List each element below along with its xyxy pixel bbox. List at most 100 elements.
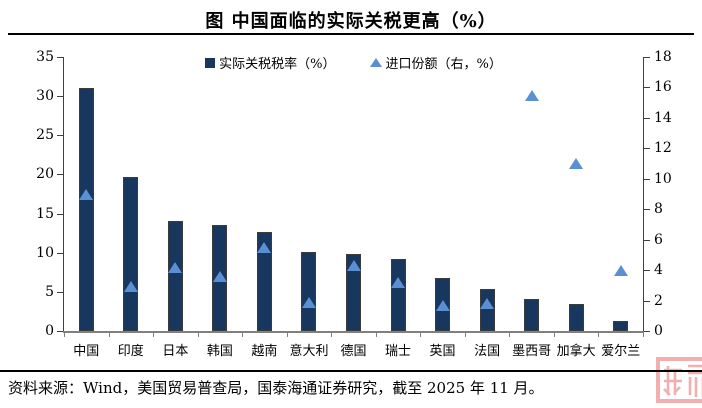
triangle-marker — [123, 281, 138, 293]
x-axis — [63, 331, 644, 333]
y-axis-right-tick — [644, 148, 650, 150]
y-axis-right-tick — [644, 57, 650, 58]
x-axis-tick — [331, 333, 333, 337]
bar — [568, 303, 584, 331]
y-axis-left-tick — [57, 174, 63, 176]
bar — [256, 231, 272, 331]
bar — [613, 320, 629, 331]
x-axis-tick — [153, 333, 155, 337]
y-axis-left-label: 5 — [45, 283, 54, 300]
y-axis-right-tick — [644, 239, 650, 241]
triangle-marker — [391, 276, 406, 288]
x-axis-tick — [375, 333, 377, 337]
legend-label-tariff: 实际关税税率（%） — [219, 57, 336, 72]
y-axis-left-tick — [57, 252, 63, 254]
y-axis-right-label: 10 — [654, 170, 672, 187]
triangle-marker — [212, 270, 227, 282]
y-axis-right-tick — [644, 300, 650, 302]
bar — [479, 288, 495, 331]
x-category-label: 越南 — [251, 344, 278, 359]
triangle-marker — [613, 264, 628, 276]
y-axis-left-label: 25 — [36, 127, 54, 144]
y-axis-right-tick — [644, 270, 650, 272]
y-axis-left-label: 35 — [36, 49, 54, 65]
legend-item-tariff: 实际关税税率（%） — [205, 53, 336, 72]
bar — [78, 88, 94, 331]
y-axis-right-label: 2 — [654, 292, 663, 309]
x-category-label: 加拿大 — [556, 344, 596, 359]
seal-watermark-icon — [656, 357, 702, 407]
x-axis-tick — [64, 333, 65, 337]
triangle-marker — [569, 158, 584, 170]
x-axis-tick — [286, 333, 288, 337]
y-axis-left-tick — [57, 135, 63, 137]
triangle-marker — [257, 241, 272, 253]
x-axis-tick — [509, 333, 511, 337]
y-axis-left-tick — [57, 96, 63, 98]
y-axis-right-tick — [644, 331, 650, 332]
x-axis-tick — [643, 333, 644, 337]
y-axis-right — [643, 57, 644, 331]
x-category-label: 印度 — [117, 344, 144, 359]
legend-label-import-share: 进口份额（右，%） — [385, 57, 502, 72]
x-category-label: 墨西哥 — [512, 344, 552, 359]
x-category-label: 法国 — [474, 344, 501, 359]
y-axis-right-tick — [644, 117, 650, 119]
x-category-label: 日本 — [162, 344, 189, 359]
bar — [346, 254, 361, 331]
x-category-label: 意大利 — [289, 344, 329, 359]
x-axis-tick — [464, 333, 466, 337]
legend: 实际关税税率（%） 进口份额（右，%） — [64, 53, 643, 72]
x-category-label: 中国 — [73, 344, 100, 359]
bar — [167, 221, 183, 331]
y-axis-right-tick — [644, 87, 650, 89]
y-axis-left-label: 20 — [36, 166, 54, 183]
y-axis-left-label: 10 — [36, 244, 54, 261]
y-axis-left-label: 0 — [45, 323, 54, 339]
x-axis-tick — [197, 333, 199, 337]
x-category-label: 英国 — [429, 344, 456, 359]
y-axis-right-label: 6 — [654, 231, 663, 248]
y-axis-right-label: 16 — [654, 79, 672, 96]
y-axis-right-label: 18 — [654, 49, 672, 65]
x-axis-tick — [598, 333, 600, 337]
x-category-label: 德国 — [340, 344, 367, 359]
y-axis-right-label: 12 — [654, 140, 672, 157]
footer-divider — [0, 370, 702, 372]
triangle-marker — [301, 296, 316, 308]
triangle-marker — [168, 261, 183, 273]
x-axis-tick — [242, 333, 244, 337]
x-axis-tick — [553, 333, 555, 337]
triangle-marker — [435, 299, 450, 311]
triangle-marker — [79, 188, 94, 200]
bar — [524, 298, 540, 331]
bar — [123, 176, 139, 331]
y-axis-left-tick — [57, 213, 63, 215]
y-axis-left-tick — [57, 291, 63, 293]
triangle-marker — [524, 89, 539, 101]
y-axis-right-label: 0 — [654, 323, 663, 339]
y-axis-right-label: 4 — [654, 262, 663, 279]
square-swatch-icon — [205, 57, 216, 68]
triangle-marker — [480, 298, 495, 310]
triangle-marker — [346, 260, 361, 272]
y-axis-left-label: 15 — [36, 205, 54, 222]
title-divider — [8, 33, 694, 35]
y-axis-right-label: 8 — [654, 201, 663, 218]
y-axis-right-label: 14 — [654, 109, 672, 126]
y-axis-left-tick — [57, 57, 63, 58]
x-axis-tick — [108, 333, 110, 337]
y-axis-right-tick — [644, 178, 650, 180]
bar — [301, 251, 317, 331]
source-note: 资料来源：Wind，美国贸易普查局，国泰海通证券研究，截至 2025 年 11 … — [8, 379, 544, 397]
x-axis-tick — [420, 333, 422, 337]
x-category-label: 爱尔兰 — [601, 344, 641, 359]
triangle-swatch-icon — [369, 58, 382, 67]
y-axis-right-tick — [644, 209, 650, 211]
y-axis-left-tick — [57, 331, 63, 332]
x-category-label: 韩国 — [206, 344, 233, 359]
x-category-label: 瑞士 — [385, 344, 412, 359]
legend-item-import-share: 进口份额（右，%） — [369, 53, 502, 72]
page-title: 图 中国面临的实际关税更高（%） — [205, 11, 497, 32]
y-axis-left — [63, 57, 64, 331]
